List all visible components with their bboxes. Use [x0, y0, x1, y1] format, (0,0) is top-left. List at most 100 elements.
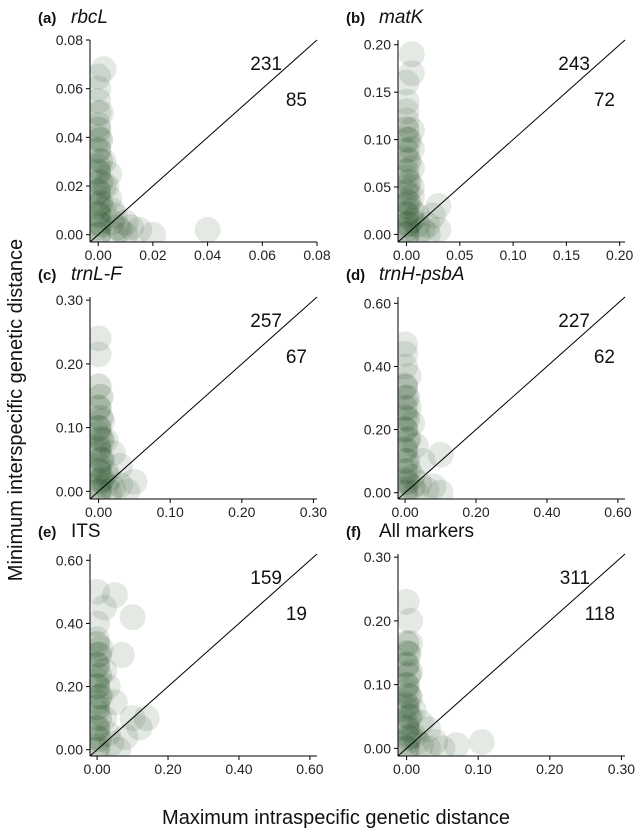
scatter-point: [90, 197, 117, 224]
x-tick-label: 0.60: [296, 761, 323, 777]
scatter-point: [398, 331, 419, 358]
scatter-point: [407, 732, 434, 756]
scatter-point: [90, 209, 112, 236]
scatter-point: [399, 410, 426, 437]
panel-letter: (b): [346, 10, 365, 27]
y-tick-label: 0.15: [364, 84, 391, 100]
scatter-point: [90, 733, 111, 756]
panel-title: rbcL: [71, 7, 108, 28]
scatter-point: [90, 662, 113, 689]
scatter-point: [90, 325, 112, 352]
y-tick-label: 0.08: [56, 32, 83, 48]
x-tick-label: 0.20: [606, 247, 633, 263]
scatter-point: [90, 173, 117, 200]
y-axis-title-container: Minimum interspecific genetic distance: [5, 239, 27, 581]
points-group: [398, 41, 452, 242]
y-tick-label: 0.20: [364, 422, 391, 438]
y-tick-label: 0.30: [364, 549, 391, 565]
scatter-point: [90, 642, 111, 668]
scatter-point: [90, 459, 112, 486]
scatter-point: [90, 100, 112, 127]
scatter-point: [398, 678, 420, 704]
y-axis-title: Minimum interspecific genetic distance: [5, 239, 27, 581]
scatter-point: [398, 416, 419, 443]
scatter-point: [90, 414, 112, 441]
x-tick-label: 0.00: [393, 761, 420, 777]
x-tick-label: 0.20: [462, 504, 489, 520]
scatter-point: [406, 470, 433, 497]
y-tick-label: 0.20: [364, 613, 391, 629]
scatter-point: [399, 463, 426, 490]
y-tick-label: 0.10: [364, 132, 391, 148]
count-above-diagonal: 257: [250, 311, 282, 332]
scatter-point: [90, 148, 114, 175]
scatter-point: [398, 640, 422, 667]
scatter-point: [427, 479, 454, 499]
scatter-point: [398, 682, 422, 709]
scatter-point: [398, 690, 420, 717]
diagonal-line: [89, 296, 318, 500]
scatter-point: [398, 60, 425, 87]
y-tick-label: 0.00: [364, 740, 391, 756]
scatter-point: [398, 189, 422, 216]
scatter-point: [93, 173, 120, 200]
scatter-point: [104, 214, 131, 241]
scatter-point: [90, 116, 112, 143]
scatter-point: [90, 446, 114, 473]
scatter-point: [398, 340, 419, 367]
scatter-point: [90, 704, 113, 731]
scatter-point: [414, 221, 441, 242]
scatter-point: [427, 441, 454, 468]
scatter-point: [398, 722, 424, 749]
scatter-point: [398, 651, 420, 678]
scatter-point: [398, 374, 419, 401]
scatter-point: [90, 471, 112, 498]
scatter-point: [398, 639, 420, 666]
diagonal-line: [397, 39, 626, 243]
x-tick-label: 0.10: [465, 761, 492, 777]
scatter-point: [400, 722, 427, 749]
scatter-point: [398, 116, 420, 143]
scatter-point: [398, 202, 420, 229]
scatter-point: [90, 136, 112, 163]
panel-title: All markers: [379, 521, 474, 542]
scatter-point: [398, 697, 420, 724]
scatter-point: [398, 216, 420, 242]
scatter-point: [90, 160, 112, 187]
scatter-point: [398, 362, 422, 389]
x-tick-label: 0.60: [604, 504, 631, 520]
y-tick-label: 0.30: [56, 292, 83, 308]
scatter-point: [90, 610, 111, 637]
panel-title: matK: [379, 7, 425, 28]
panel-title: ITS: [71, 521, 101, 542]
scatter-point: [398, 714, 420, 741]
panel-letter: (a): [38, 10, 56, 27]
scatter-point: [398, 200, 420, 227]
scatter-point: [398, 211, 420, 238]
points-group: [90, 578, 160, 756]
y-tick-label: 0.02: [56, 178, 83, 194]
scatter-point: [90, 694, 111, 721]
scatter-point: [90, 714, 111, 741]
scatter-point: [90, 112, 112, 139]
y-tick-label: 0.10: [56, 420, 83, 436]
y-tick-label: 0.60: [364, 295, 391, 311]
scatter-point: [96, 160, 123, 187]
scatter-point: [90, 127, 114, 154]
diagonal-line: [397, 296, 626, 500]
scatter-point: [101, 202, 128, 229]
scatter-point: [398, 435, 419, 462]
x-tick-label: 0.20: [154, 761, 181, 777]
scatter-point: [90, 641, 113, 668]
scatter-point: [398, 652, 420, 679]
scatter-point: [92, 427, 119, 454]
scatter-point: [398, 607, 424, 634]
scatter-point: [90, 202, 112, 229]
x-tick-label: 0.10: [499, 247, 526, 263]
scatter-point: [468, 728, 495, 755]
scatter-point: [101, 582, 128, 609]
scatter-point: [90, 673, 111, 700]
scatter-point: [90, 200, 112, 227]
scatter-point: [398, 703, 424, 730]
